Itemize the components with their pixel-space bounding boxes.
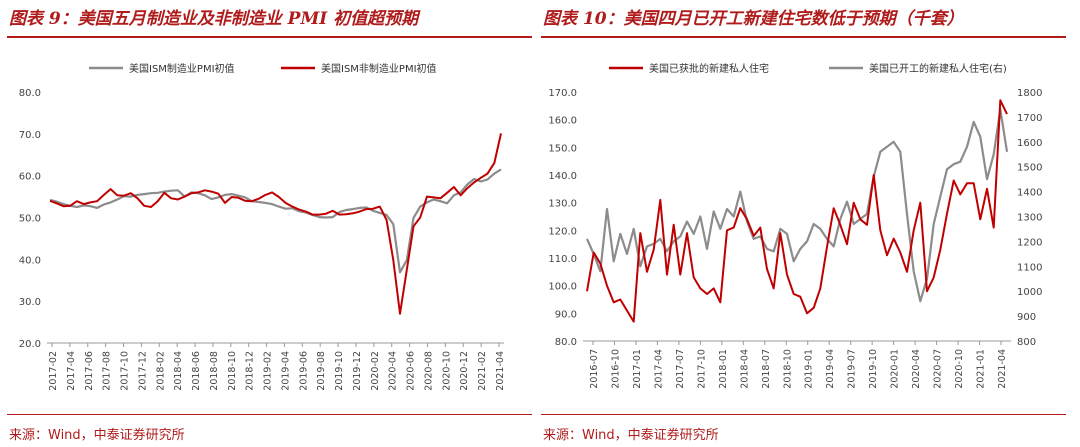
x-tick-label: 2019-07 bbox=[847, 349, 858, 389]
x-tick-label: 2020-12 bbox=[459, 351, 470, 391]
x-tick-label: 2021-01 bbox=[976, 349, 987, 389]
x-tick-label: 2018-10 bbox=[227, 351, 238, 391]
series-line-non-manufacturing bbox=[49, 133, 502, 315]
series-line-manufacturing bbox=[49, 168, 502, 274]
x-tick-label: 2018-02 bbox=[155, 351, 166, 391]
source-note: 来源：Wind，中泰证券研究所 bbox=[9, 428, 185, 443]
x-tick-label: 2021-04 bbox=[495, 351, 506, 391]
x-tick-label: 2020-10 bbox=[954, 349, 965, 389]
y-tick-label-right: 1100 bbox=[1017, 262, 1042, 273]
x-tick-label: 2017-12 bbox=[137, 351, 148, 391]
source-note: 来源：Wind，中泰证券研究所 bbox=[543, 428, 719, 443]
x-tick-label: 2018-04 bbox=[173, 351, 184, 391]
x-tick-label: 2017-01 bbox=[632, 349, 643, 389]
x-tick-label: 2018-01 bbox=[718, 349, 729, 389]
y-tick-label-left: 170.0 bbox=[548, 88, 577, 99]
x-tick-label: 2017-08 bbox=[102, 351, 113, 391]
source-divider bbox=[7, 414, 532, 415]
x-tick-label: 2018-07 bbox=[761, 349, 772, 389]
x-tick-label: 2019-04 bbox=[825, 349, 836, 389]
y-tick-label-right: 1700 bbox=[1017, 113, 1042, 124]
y-tick-label-right: 1600 bbox=[1017, 138, 1042, 149]
y-tick-label-right: 1300 bbox=[1017, 213, 1042, 224]
x-tick-label: 2017-02 bbox=[48, 351, 59, 391]
legend-label: 美国已开工的新建私人住宅(右) bbox=[869, 62, 1007, 75]
series-line-housing-starts bbox=[585, 108, 1009, 303]
y-tick-label-left: 90.0 bbox=[555, 309, 577, 320]
housing-starts-line-chart: 80.0 90.0 100.0 110.0 120.0 130.0 140.0 150.0 16… bbox=[548, 62, 1042, 389]
series-line-building-permits bbox=[586, 99, 1008, 323]
y-tick-label-right: 800 bbox=[1017, 337, 1036, 348]
y-tick-label-right: 1800 bbox=[1017, 88, 1042, 99]
x-tick-label: 2020-06 bbox=[406, 351, 417, 391]
x-tick-label: 2020-10 bbox=[441, 351, 452, 391]
legend-label: 美国已获批的新建私人住宅 bbox=[649, 62, 769, 75]
x-tick-label: 2020-07 bbox=[933, 349, 944, 389]
x-tick-label: 2019-10 bbox=[868, 349, 879, 389]
y-tick-label-right: 1200 bbox=[1017, 237, 1042, 248]
x-tick-label: 2020-08 bbox=[423, 351, 434, 391]
x-tick-label: 2021-04 bbox=[997, 349, 1008, 389]
title-divider bbox=[7, 36, 532, 38]
x-tick-label: 2020-04 bbox=[388, 351, 399, 391]
x-tick-label: 2019-10 bbox=[334, 351, 345, 391]
y-tick-label: 60.0 bbox=[19, 172, 41, 183]
x-tick-label: 2016-07 bbox=[589, 349, 600, 389]
right-chart-panel: 图表 10：美国四月已开工新建住宅数低于预期（千套） 80.0 90.0 100.0… bbox=[541, 0, 1066, 447]
x-tick-label: 2017-10 bbox=[696, 349, 707, 389]
y-tick-label: 20.0 bbox=[19, 339, 41, 350]
y-tick-label-right: 1400 bbox=[1017, 188, 1042, 199]
x-tick-label: 2017-04 bbox=[66, 351, 77, 391]
left-chart-panel: 图表 9：美国五月制造业及非制造业 PMI 初值超预期 20.0 30.0 40.0… bbox=[7, 0, 532, 447]
x-tick-label: 2021-02 bbox=[477, 351, 488, 391]
legend-label: 美国ISM制造业PMI初值 bbox=[129, 62, 235, 75]
x-tick-label: 2020-02 bbox=[370, 351, 381, 391]
y-tick-label-right: 1500 bbox=[1017, 163, 1042, 174]
x-tick-label: 2016-10 bbox=[610, 349, 621, 389]
y-tick-label-left: 110.0 bbox=[548, 254, 577, 265]
x-tick-label: 2017-06 bbox=[84, 351, 95, 391]
y-tick-label-left: 150.0 bbox=[548, 143, 577, 154]
y-tick-label: 80.0 bbox=[19, 88, 41, 99]
x-tick-label: 2017-10 bbox=[120, 351, 131, 391]
x-tick-label: 2019-08 bbox=[316, 351, 327, 391]
source-divider bbox=[541, 414, 1066, 415]
y-tick-label: 50.0 bbox=[19, 214, 41, 225]
x-tick-label: 2018-08 bbox=[209, 351, 220, 391]
y-tick-label: 40.0 bbox=[19, 255, 41, 266]
x-tick-label: 2020-04 bbox=[911, 349, 922, 389]
x-tick-label: 2019-01 bbox=[804, 349, 815, 389]
y-tick-label-left: 130.0 bbox=[548, 199, 577, 210]
y-tick-label-right: 900 bbox=[1017, 312, 1036, 323]
y-tick-label-right: 1000 bbox=[1017, 287, 1042, 298]
x-tick-label: 2019-02 bbox=[263, 351, 274, 391]
x-tick-label: 2018-06 bbox=[191, 351, 202, 391]
x-tick-label: 2019-06 bbox=[298, 351, 309, 391]
y-tick-label: 30.0 bbox=[19, 297, 41, 308]
legend-label: 美国ISM非制造业PMI初值 bbox=[321, 62, 437, 75]
y-tick-label-left: 160.0 bbox=[548, 116, 577, 127]
title-divider bbox=[541, 36, 1066, 38]
x-tick-label: 2020-01 bbox=[890, 349, 901, 389]
y-tick-label-left: 140.0 bbox=[548, 171, 577, 182]
x-tick-label: 2018-12 bbox=[245, 351, 256, 391]
y-tick-label-left: 80.0 bbox=[555, 337, 577, 348]
pmi-line-chart: 20.0 30.0 40.0 50.0 60.0 70.0 80.0 2017-02 2017-… bbox=[19, 62, 506, 391]
y-tick-label-left: 100.0 bbox=[548, 282, 577, 293]
x-tick-label: 2017-07 bbox=[675, 349, 686, 389]
y-tick-label-left: 120.0 bbox=[548, 226, 577, 237]
x-tick-label: 2017-04 bbox=[653, 349, 664, 389]
x-tick-label: 2019-04 bbox=[280, 351, 291, 391]
chart-title: 图表 10：美国四月已开工新建住宅数低于预期（千套） bbox=[543, 9, 964, 29]
y-tick-label: 70.0 bbox=[19, 130, 41, 141]
x-tick-label: 2019-12 bbox=[352, 351, 363, 391]
chart-title: 图表 9：美国五月制造业及非制造业 PMI 初值超预期 bbox=[9, 9, 419, 29]
x-tick-label: 2018-10 bbox=[782, 349, 793, 389]
x-tick-label: 2018-04 bbox=[739, 349, 750, 389]
